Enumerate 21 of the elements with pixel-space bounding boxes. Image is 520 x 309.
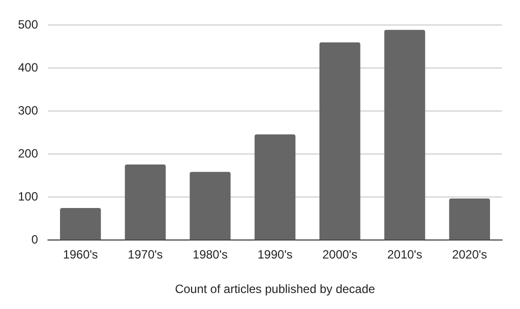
x-tick-label: 1960's <box>62 248 98 262</box>
x-tick-label: 2010's <box>387 248 422 262</box>
bar <box>190 172 231 240</box>
bar <box>124 164 166 240</box>
y-tick-label: 500 <box>18 18 38 32</box>
x-tick-label: 1970's <box>128 248 163 262</box>
bar <box>449 198 490 240</box>
bar <box>319 42 360 240</box>
x-tick-label: 2000's <box>322 248 358 262</box>
y-tick-label: 0 <box>31 232 38 247</box>
bar <box>384 30 426 240</box>
x-tick-label: 1990's <box>258 248 293 262</box>
y-tick-label: 100 <box>18 190 38 204</box>
x-axis-title: Count of articles published by decade <box>174 282 376 296</box>
y-tick-label: 300 <box>18 104 38 118</box>
y-tick-label: 200 <box>18 146 38 161</box>
x-tick-label: 1980's <box>192 248 228 262</box>
bar <box>254 134 296 240</box>
bar <box>60 208 101 240</box>
x-tick-label: 2020's <box>452 248 488 262</box>
y-tick-label: 400 <box>18 60 38 75</box>
